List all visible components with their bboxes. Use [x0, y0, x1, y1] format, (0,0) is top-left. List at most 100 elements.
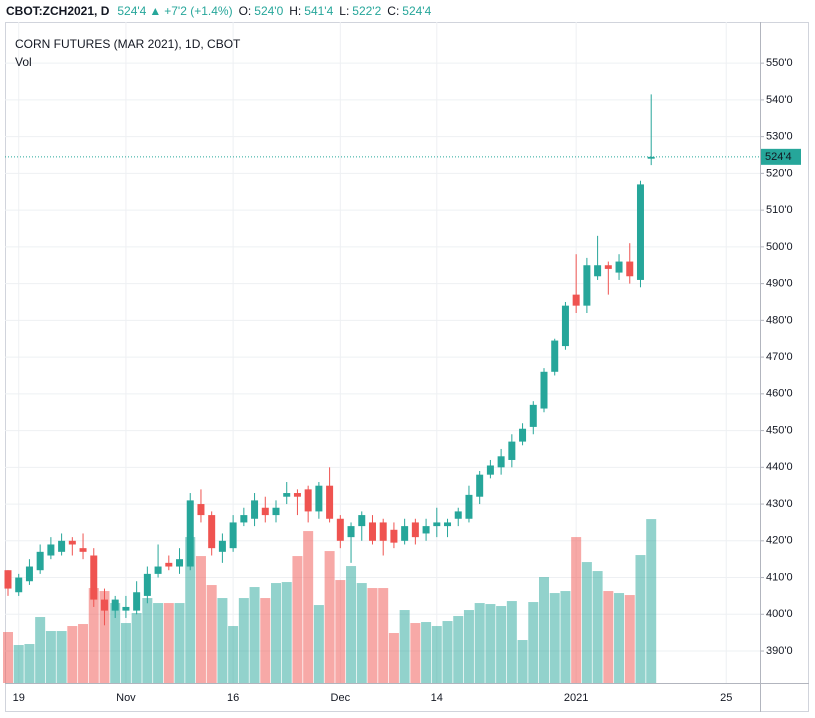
y-tick-label: 490'0	[766, 278, 793, 290]
volume-bar	[581, 562, 592, 683]
volume-bar	[217, 598, 228, 683]
x-tick-label: Dec	[331, 692, 351, 704]
volume-bar	[528, 602, 539, 683]
volume-bar	[560, 591, 571, 683]
candles	[4, 94, 655, 626]
low-key: L:	[339, 4, 350, 18]
open-key: O:	[238, 4, 252, 18]
volume-bar	[271, 583, 281, 683]
volume-bar	[453, 616, 464, 683]
volume-bar	[195, 556, 206, 683]
candle-body	[143, 573, 151, 596]
volume-bar	[131, 613, 142, 683]
candle-body	[68, 540, 76, 545]
candle-body	[90, 555, 98, 600]
candle-body	[176, 559, 184, 567]
volume-bar	[174, 603, 185, 683]
candle-body	[25, 566, 33, 582]
volume-bar	[206, 585, 217, 683]
x-tick-label: Nov	[116, 692, 136, 704]
candle-body	[444, 522, 452, 527]
y-tick-label: 420'0	[766, 535, 793, 547]
volume-bar	[56, 631, 67, 683]
close: 524'4	[402, 4, 432, 18]
volume-bar	[24, 644, 35, 683]
volume-bar	[249, 587, 260, 683]
candle-body	[197, 504, 205, 516]
volume-bar	[110, 603, 121, 683]
candle-body	[315, 485, 323, 512]
volume-bar	[463, 610, 474, 683]
y-tick-label: 390'0	[766, 645, 793, 657]
high-key: H:	[289, 4, 302, 18]
y-tick-label: 470'0	[766, 351, 793, 363]
y-tick-label: 520'0	[766, 167, 793, 179]
x-tick-label: 2021	[564, 692, 588, 704]
volume-bar	[185, 537, 196, 683]
volume-bar	[67, 626, 78, 683]
volume-bar	[78, 624, 89, 683]
y-tick-label: 530'0	[766, 131, 793, 143]
candle-body	[304, 489, 312, 512]
y-tick-label: 450'0	[766, 424, 793, 436]
candle-body	[100, 599, 108, 611]
volume-bar	[3, 632, 13, 683]
volume-bar	[485, 604, 496, 683]
change: +7'2 (+1.4%)	[164, 4, 233, 18]
candle-body	[240, 515, 248, 523]
candle-body	[551, 340, 559, 372]
high: 541'4	[304, 4, 334, 18]
volume-bar	[442, 621, 453, 683]
volume-bar	[549, 593, 560, 683]
last-price-label: 524'4	[765, 151, 792, 163]
candle-body	[283, 493, 291, 497]
candle-body	[390, 529, 398, 543]
candle-body	[36, 551, 44, 571]
candle-body	[272, 507, 280, 516]
candle-body	[401, 526, 409, 541]
candle-body	[165, 562, 173, 567]
candle-body	[47, 544, 55, 556]
volume-bar	[281, 582, 292, 683]
candle-body	[4, 570, 12, 589]
volume-bar	[120, 623, 131, 683]
volume-bar	[88, 588, 99, 683]
low: 522'2	[352, 4, 382, 18]
volume-bar	[624, 595, 635, 683]
candle-body	[647, 156, 655, 159]
volume-pane	[3, 519, 657, 683]
volume-bar	[163, 603, 174, 683]
y-tick-label: 460'0	[766, 388, 793, 400]
volume-bar	[603, 591, 614, 683]
y-tick-label: 430'0	[766, 498, 793, 510]
candle-body	[15, 577, 23, 593]
volume-bar	[431, 626, 442, 683]
candle-body	[561, 305, 569, 347]
candle-body	[379, 522, 387, 541]
volume-bar	[571, 537, 582, 683]
volume-bar	[45, 631, 56, 683]
axes: 390'0 400'0 410'0 420'0 430'0 440'0 450'0 460'0…	[5, 57, 801, 704]
candle-body	[465, 494, 473, 519]
volume-bar	[356, 583, 367, 683]
candle-body	[229, 522, 237, 549]
candle-body	[411, 522, 419, 538]
up-arrow: ▲	[149, 4, 162, 18]
volume-bar	[13, 645, 24, 683]
volume-bar	[539, 577, 549, 683]
volume-bar	[378, 588, 389, 683]
candle-body	[604, 265, 612, 269]
volume-bar	[421, 622, 432, 683]
close-key: C:	[387, 4, 400, 18]
candle-body	[122, 606, 130, 611]
candle-body	[347, 526, 355, 538]
volume-bar	[260, 598, 271, 683]
volume-bar	[313, 605, 324, 683]
volume-bar	[367, 588, 378, 683]
candle-body	[261, 507, 269, 516]
y-tick-label: 480'0	[766, 314, 793, 326]
header: CBOT:ZCH2021, D 524'4 ▲ +7'2 (+1.4%) O: 524'0…	[6, 4, 434, 18]
volume-bar	[410, 623, 421, 683]
volume-bar	[592, 571, 603, 683]
